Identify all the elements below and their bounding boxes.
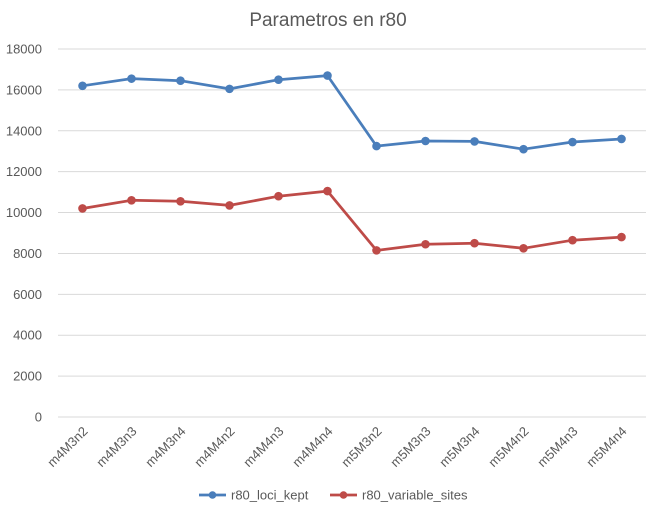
data-point-r80-variable-sites-m4M4n3 xyxy=(274,191,283,201)
data-point-r80-loci-kept-m4M3n3 xyxy=(127,74,136,83)
y-tick-label-0: 0 xyxy=(35,410,42,425)
x-tick-label-m4M3n4: m4M3n4 xyxy=(142,424,188,470)
data-point-r80-variable-sites-m4M3n4 xyxy=(176,197,185,206)
x-tick-label-m4M4n4: m4M4n4 xyxy=(289,424,335,470)
y-tick-label-16000: 16000 xyxy=(6,82,42,97)
legend-label-r80-loci-kept: r80_loci_kept xyxy=(231,488,309,503)
data-point-r80-loci-kept-m5M4n4 xyxy=(617,134,626,144)
data-point-r80-loci-kept-m4M3n2 xyxy=(78,81,87,91)
y-tick-label-6000: 6000 xyxy=(13,287,42,302)
gridlines xyxy=(58,48,646,418)
x-tick-label-m4M4n2: m4M4n2 xyxy=(191,424,237,470)
series-line-r80-loci-kept xyxy=(81,74,623,151)
chart-title: Parametros en r80 xyxy=(249,10,406,31)
data-point-r80-variable-sites-m5M4n3 xyxy=(568,235,577,245)
axes: 0 2000 4000 6000 8000 10000 12000 14000 16000 180… xyxy=(6,42,630,470)
x-tick-label-m4M3n3: m4M3n3 xyxy=(93,424,139,470)
y-tick-label-12000: 12000 xyxy=(6,164,42,179)
legend: r80_loci_kept r80_variable_sites xyxy=(199,488,468,503)
data-point-r80-variable-sites-m5M3n2 xyxy=(372,246,381,255)
data-point-r80-variable-sites-m5M3n4 xyxy=(470,238,479,248)
x-tick-label-m5M4n3: m5M4n3 xyxy=(534,424,580,470)
data-point-r80-variable-sites-m4M4n2 xyxy=(225,201,234,210)
series-line-r80-variable-sites xyxy=(81,189,623,252)
data-point-r80-variable-sites-m5M4n4 xyxy=(617,232,626,242)
legend-label-r80-variable-sites: r80_variable_sites xyxy=(362,488,468,503)
data-point-r80-loci-kept-m5M3n2 xyxy=(372,141,381,151)
x-tick-label-m5M3n4: m5M3n4 xyxy=(436,424,482,470)
x-tick-label-m5M4n2: m5M4n2 xyxy=(485,424,531,470)
x-tick-label-m4M4n3: m4M4n3 xyxy=(240,424,286,470)
y-tick-label-2000: 2000 xyxy=(13,369,42,384)
data-point-r80-variable-sites-m5M3n3 xyxy=(421,239,430,249)
data-point-r80-variable-sites-m4M3n3 xyxy=(127,195,136,205)
y-tick-label-14000: 14000 xyxy=(6,123,42,138)
data-point-r80-loci-kept-m4M4n4 xyxy=(323,71,332,80)
data-point-r80-variable-sites-m5M4n2 xyxy=(519,244,528,253)
legend-marker-r80-loci-kept xyxy=(208,491,217,499)
y-tick-label-10000: 10000 xyxy=(6,205,42,220)
data-point-r80-variable-sites-m4M4n4 xyxy=(323,186,332,196)
data-point-r80-variable-sites-m4M3n2 xyxy=(78,204,87,213)
data-point-r80-loci-kept-m5M3n3 xyxy=(421,136,430,146)
series-lines xyxy=(78,71,626,255)
data-point-r80-loci-kept-m5M4n3 xyxy=(568,137,577,147)
x-tick-label-m5M3n2: m5M3n2 xyxy=(338,424,384,470)
y-tick-label-18000: 18000 xyxy=(6,42,42,57)
legend-marker-r80-variable-sites xyxy=(339,491,348,499)
y-tick-label-4000: 4000 xyxy=(13,328,42,343)
data-point-r80-loci-kept-m5M4n2 xyxy=(519,144,528,154)
data-point-r80-loci-kept-m4M4n3 xyxy=(274,75,283,84)
x-tick-label-m5M4n4: m5M4n4 xyxy=(583,424,629,470)
x-tick-label-m4M3n2: m4M3n2 xyxy=(44,424,90,470)
y-tick-label-8000: 8000 xyxy=(13,246,42,261)
x-tick-label-m5M3n3: m5M3n3 xyxy=(387,424,433,470)
data-point-r80-loci-kept-m4M3n4 xyxy=(176,76,185,85)
data-point-r80-loci-kept-m5M3n4 xyxy=(470,137,479,146)
data-point-r80-loci-kept-m4M4n2 xyxy=(225,84,234,94)
